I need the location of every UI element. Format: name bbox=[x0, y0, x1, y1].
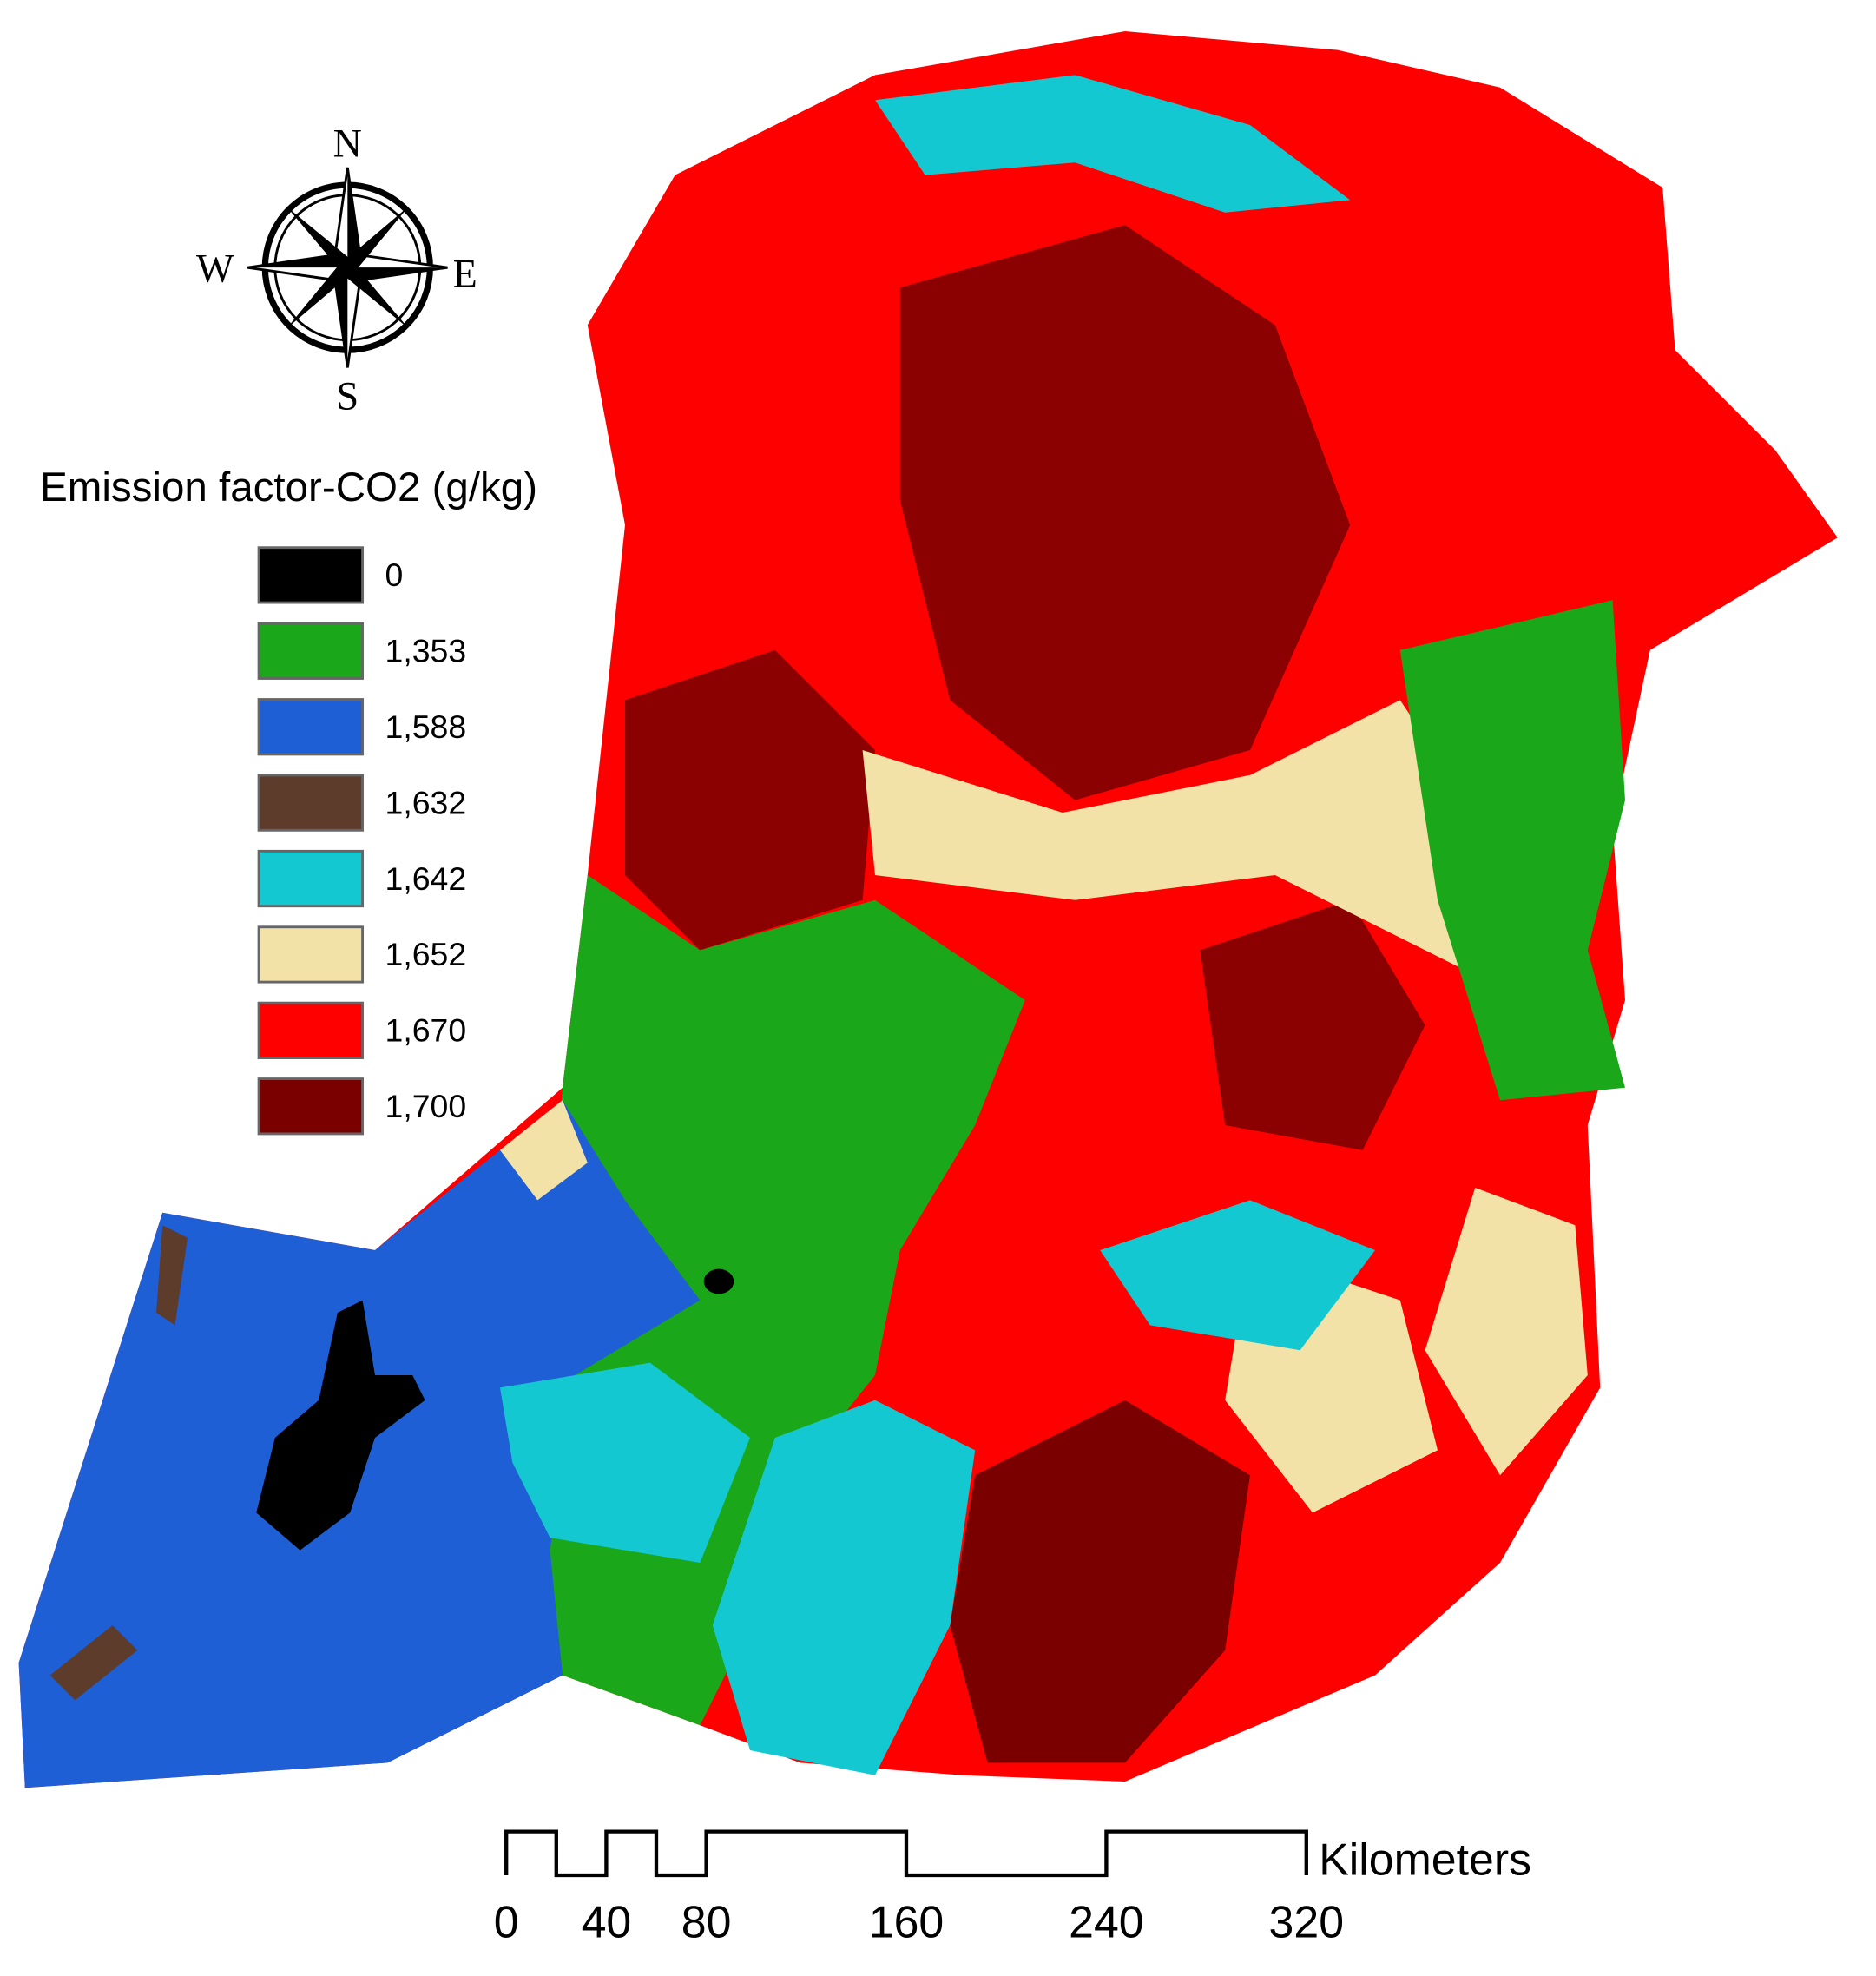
map-area bbox=[18, 31, 1838, 1788]
scale-tick-label: 0 bbox=[494, 1896, 519, 1946]
legend-label: 1,652 bbox=[385, 936, 467, 972]
cyan-southwest bbox=[500, 1362, 751, 1564]
cyan-mid bbox=[1100, 1200, 1376, 1351]
legend-swatch bbox=[257, 925, 365, 984]
legend-label: 1,670 bbox=[385, 1012, 467, 1049]
legend-swatch bbox=[257, 1001, 365, 1059]
scale-tick-label: 40 bbox=[582, 1896, 632, 1946]
scale-unit: Kilometers bbox=[1319, 1834, 1531, 1884]
compass-north: N bbox=[333, 121, 362, 165]
dark-red-south bbox=[950, 1400, 1250, 1763]
legend-label: 1,632 bbox=[385, 784, 467, 820]
brown-patch bbox=[156, 1225, 188, 1326]
legend-label: 1,353 bbox=[385, 633, 467, 669]
scale-bar: 0 40 80 160 240 320 Kilometers bbox=[494, 1829, 1531, 1946]
legend-swatch bbox=[257, 849, 365, 908]
legend-label: 1,588 bbox=[385, 708, 467, 745]
legend-swatch bbox=[257, 1077, 365, 1136]
lake bbox=[256, 1300, 425, 1551]
scale-tick-label: 160 bbox=[869, 1896, 944, 1946]
legend-label: 1,700 bbox=[385, 1088, 467, 1124]
scale-tick-label: 320 bbox=[1269, 1896, 1344, 1946]
scale-tick-label: 80 bbox=[681, 1896, 732, 1946]
beige-patch bbox=[500, 1100, 588, 1201]
legend-label: 0 bbox=[385, 557, 404, 593]
legend-swatch bbox=[257, 774, 365, 832]
scale-tick-label: 240 bbox=[1069, 1896, 1143, 1946]
compass-east: E bbox=[453, 251, 477, 295]
lake bbox=[703, 1268, 734, 1294]
legend-swatch bbox=[257, 698, 365, 756]
beige-band bbox=[862, 700, 1501, 976]
dark-red-core bbox=[899, 225, 1351, 800]
brown-patch bbox=[49, 1625, 138, 1701]
cyan-north bbox=[875, 75, 1351, 213]
legend-swatch bbox=[257, 546, 365, 604]
legend: 0 1,353 1,588 1,632 1,642 1,652 1,670 1,700 bbox=[257, 546, 467, 1136]
compass: N S W E bbox=[196, 121, 477, 418]
legend-swatch bbox=[257, 622, 365, 680]
compass-west: W bbox=[196, 246, 234, 290]
compass-south: S bbox=[336, 373, 359, 418]
green-east bbox=[1399, 600, 1626, 1101]
legend-label: 1,642 bbox=[385, 860, 467, 897]
dark-red-west bbox=[625, 649, 876, 951]
legend-title: Emission factor-CO2 (g/kg) bbox=[40, 464, 537, 510]
cyan-band bbox=[712, 1400, 976, 1775]
beige-east bbox=[1425, 1188, 1588, 1476]
scale-line bbox=[504, 1829, 1308, 1878]
dark-red-mid bbox=[1200, 899, 1425, 1150]
map-root: N S W E Emission factor-CO2 (g/kg) 0 1,35… bbox=[18, 31, 1838, 1946]
